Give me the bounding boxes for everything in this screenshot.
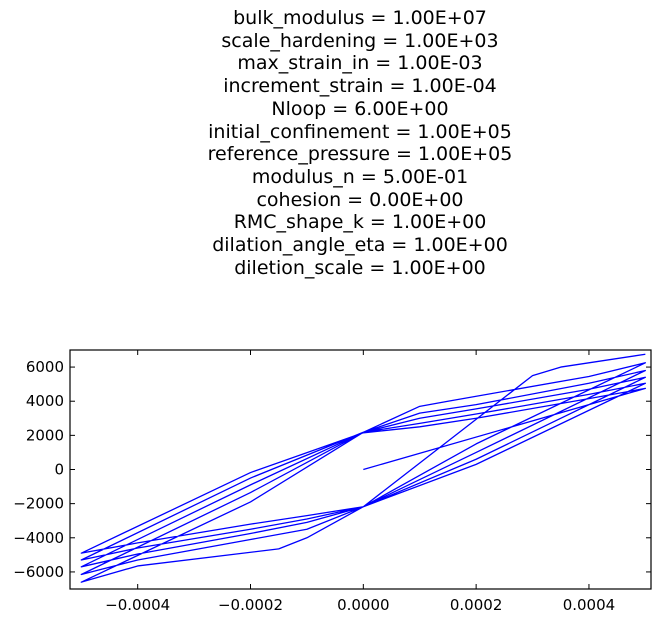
title-line: dilation_angle_eta = 1.00E+00 (212, 234, 508, 257)
title-line: reference_pressure = 1.00E+05 (207, 143, 513, 166)
y-tick-label: −2000 (13, 495, 64, 513)
tick-labels: −0.0004 −0.0002 0.0000 0.0002 0.0004 −6000 −40… (13, 358, 615, 614)
x-tick-label: 0.0000 (337, 596, 390, 614)
series-line (80, 353, 647, 583)
title-line: diletion_scale = 1.00E+00 (234, 256, 486, 279)
x-tick-label: −0.0004 (105, 596, 170, 614)
plot-area (80, 353, 647, 583)
y-tick-label: −6000 (13, 563, 64, 581)
parameter-title-block: bulk_modulus = 1.00E+07 scale_hardening … (0, 7, 660, 279)
y-tick-label: 6000 (26, 358, 64, 376)
x-tick-label: 0.0004 (563, 596, 616, 614)
title-line: RMC_shape_k = 1.00E+00 (233, 211, 487, 234)
title-line: increment_strain = 1.00E-04 (223, 75, 497, 98)
title-line: Nloop = 6.00E+00 (271, 97, 449, 120)
y-tick-label: 0 (54, 461, 64, 479)
tick-marks (70, 350, 651, 589)
title-line: initial_confinement = 1.00E+05 (208, 120, 512, 143)
x-tick-label: −0.0002 (218, 596, 283, 614)
title-line: bulk_modulus = 1.00E+07 (233, 7, 487, 29)
title-line: max_strain_in = 1.00E-03 (237, 52, 483, 75)
y-tick-label: −4000 (13, 529, 64, 547)
title-line: scale_hardening = 1.00E+03 (221, 29, 499, 52)
x-tick-label: 0.0002 (450, 596, 503, 614)
title-line: cohesion = 0.00E+00 (256, 188, 464, 211)
y-tick-label: 2000 (26, 426, 64, 444)
plot-frame (69, 349, 652, 590)
y-tick-label: 4000 (26, 392, 64, 410)
title-line: modulus_n = 5.00E-01 (251, 165, 469, 188)
